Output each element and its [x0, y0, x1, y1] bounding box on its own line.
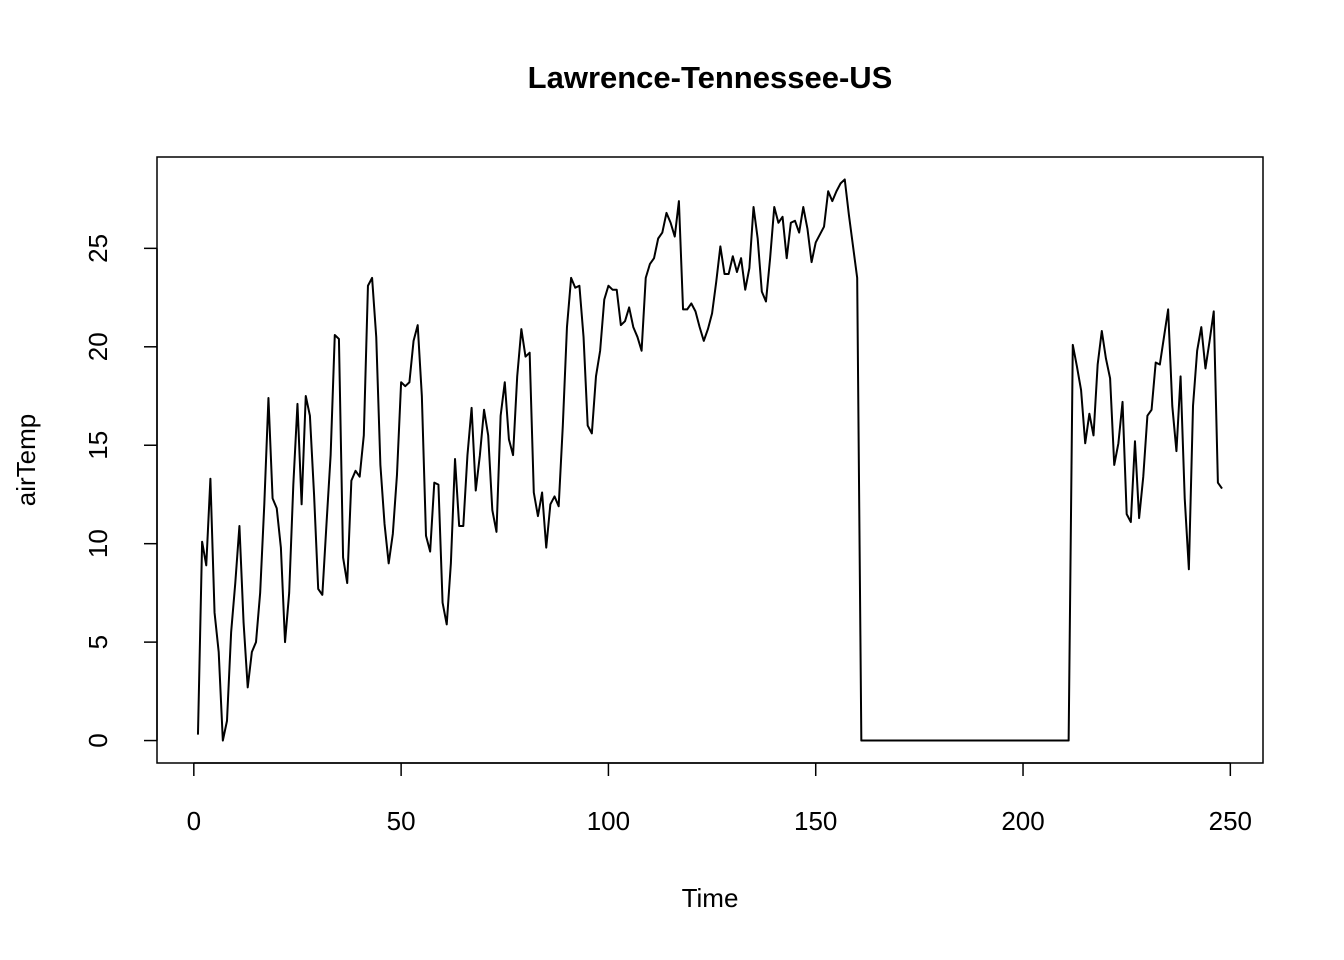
y-tick-label: 25 [83, 234, 113, 263]
x-tick-label: 50 [387, 806, 416, 836]
x-tick-label: 100 [587, 806, 630, 836]
x-axis-label: Time [682, 883, 739, 913]
y-axis-label: airTemp [11, 414, 41, 506]
x-tick-label: 200 [1001, 806, 1044, 836]
data-line [196, 178, 1223, 742]
y-tick-label: 5 [83, 635, 113, 649]
plot-box [156, 156, 1264, 764]
x-tick-label: 150 [794, 806, 837, 836]
y-tick-label: 20 [83, 332, 113, 361]
x-tick-label: 0 [187, 806, 201, 836]
x-tick-label: 250 [1209, 806, 1252, 836]
y-tick-label: 15 [83, 431, 113, 460]
y-tick-label: 10 [83, 529, 113, 558]
y-tick-label: 0 [83, 733, 113, 747]
chart-title: Lawrence-Tennessee-US [528, 60, 893, 95]
